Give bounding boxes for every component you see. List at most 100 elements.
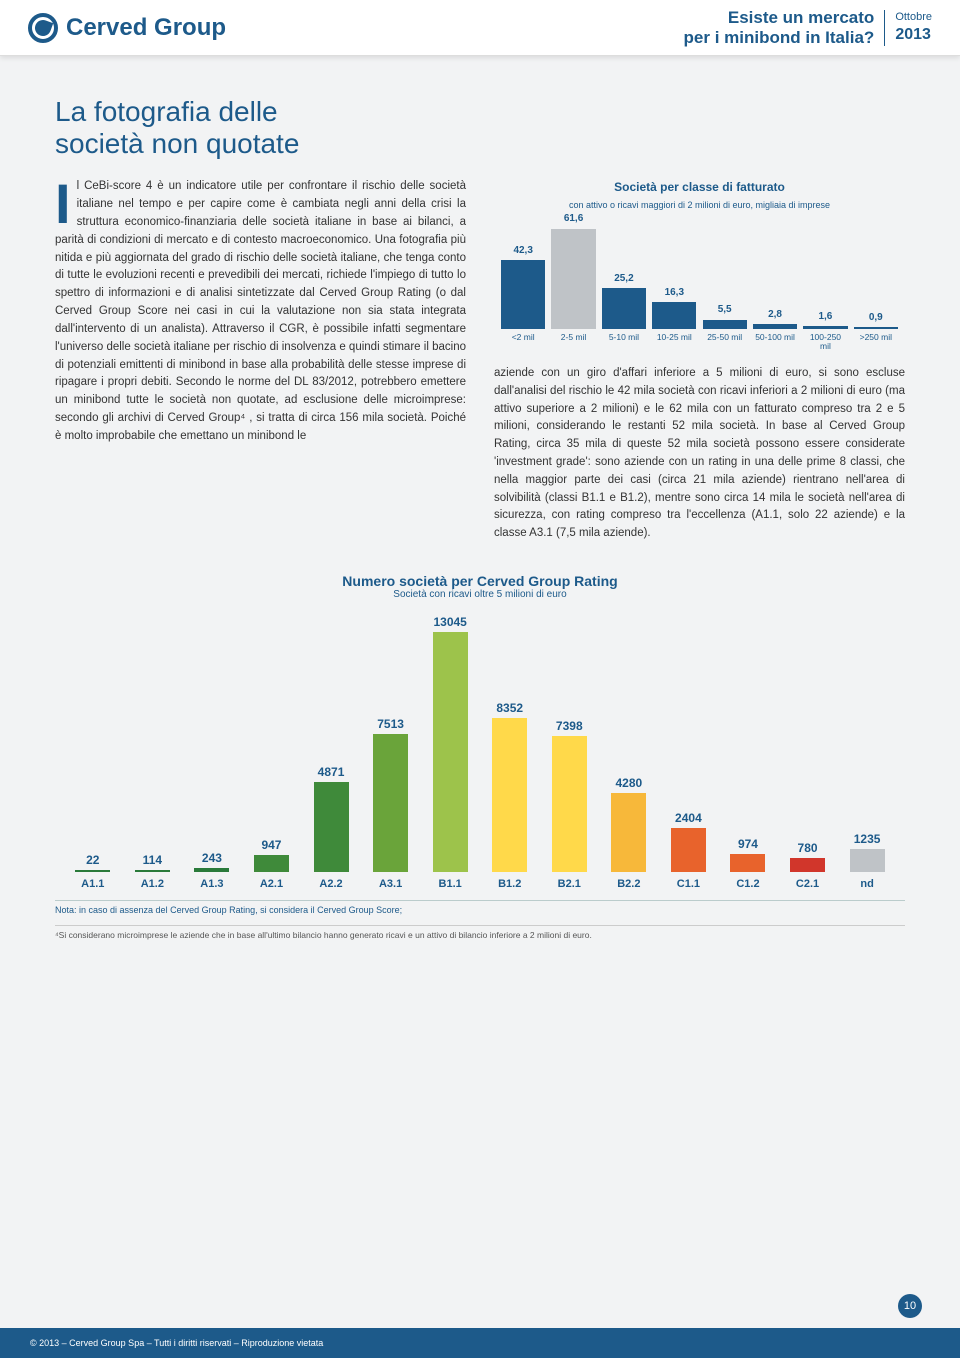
chart2-bar-label: nd <box>860 878 873 890</box>
chart1-container: Società per classe di fatturato con atti… <box>494 178 905 351</box>
chart2-bar-label: A2.2 <box>319 878 342 890</box>
chart2-bar-value: 243 <box>202 851 222 865</box>
chart1-bar-label: 50-100 mil <box>755 333 795 351</box>
chart1-bar: 0,9>250 mil <box>854 310 898 351</box>
chart2-bar-rect <box>611 793 646 872</box>
page-content: La fotografia delle società non quotate … <box>0 56 960 960</box>
chart2-footnote: Nota: in caso di assenza del Cerved Grou… <box>55 900 905 915</box>
chart2-bar-rect <box>850 849 885 872</box>
two-column-body: I l CeBi-score 4 è un indicatore utile p… <box>55 178 905 543</box>
chart2-bar-value: 4280 <box>615 776 642 790</box>
chart2-bar-label: A3.1 <box>379 878 402 890</box>
chart1-bar-rect <box>602 288 646 329</box>
chart2-bar-value: 4871 <box>318 765 345 779</box>
chart1-bar-value: 42,3 <box>513 243 532 259</box>
chart2-bar-rect <box>75 870 110 872</box>
chart2-bar-value: 8352 <box>496 701 523 715</box>
chart2-bar-value: 114 <box>143 853 162 867</box>
chart2-bar: 1235 nd <box>842 832 892 890</box>
chart1-bar-rect <box>501 260 545 329</box>
chart2-bar: 974 C1.2 <box>723 837 773 890</box>
logo-swirl-icon <box>28 13 58 43</box>
header-divider <box>884 10 885 46</box>
chart2-bar: 2404 C1.1 <box>663 811 713 890</box>
section-title-l2: società non quotate <box>55 128 299 159</box>
chart2-bar-label: B1.2 <box>498 878 521 890</box>
chart1-bar: 2,850-100 mil <box>753 307 797 351</box>
chart1-bars: 42,3<2 mil61,62-5 mil25,25-10 mil16,310-… <box>494 221 905 351</box>
chart1-bar: 5,5 25-50 mil <box>703 302 747 350</box>
chart2-bar-rect <box>790 858 825 872</box>
chart1-bar-value: 16,3 <box>665 285 684 301</box>
chart2-bar: 4871 A2.2 <box>306 765 356 890</box>
chart1-bar-rect <box>551 229 595 329</box>
chart1-bar-label: 2-5 mil <box>561 333 587 351</box>
chart2-bar: 4280 B2.2 <box>604 776 654 890</box>
chart2-bar-value: 780 <box>798 841 818 855</box>
header-title-line1: Esiste un mercato <box>684 8 875 28</box>
chart2-bar: 7513 A3.1 <box>366 717 416 890</box>
chart2-bar: 13045B1.1 <box>425 615 475 890</box>
chart2-bar-value: 974 <box>738 837 758 851</box>
chart1-bar-value: 61,6 <box>564 211 583 227</box>
chart2-bar-rect <box>433 632 468 872</box>
section-title: La fotografia delle società non quotate <box>55 96 905 160</box>
chart2-container: Numero società per Cerved Group Rating S… <box>55 573 905 915</box>
chart1-title: Società per classe di fatturato <box>494 178 905 197</box>
chart1-bar-label: 100-250 mil <box>803 333 847 351</box>
chart1-bar-label: 10-25 mil <box>657 333 692 351</box>
chart1-bar-label: 25-50 mil <box>707 333 742 351</box>
chart2-bar-label: B1.1 <box>439 878 462 890</box>
chart2-bar-label: A1.3 <box>200 878 223 890</box>
header-title-line2: per i minibond in Italia? <box>684 28 875 48</box>
chart1-bar-value: 5,5 <box>718 302 732 318</box>
chart2-bar-rect <box>135 870 170 872</box>
chart1-bar-label: >250 mil <box>860 333 892 351</box>
chart2-bar-rect <box>373 734 408 872</box>
header-title: Esiste un mercato per i minibond in Ital… <box>684 8 875 47</box>
chart2-bar-rect <box>314 782 349 872</box>
page-number-badge: 10 <box>898 1294 922 1318</box>
body-text-left: l CeBi-score 4 è un indicatore utile per… <box>55 180 466 441</box>
chart2-bar-rect <box>254 855 289 872</box>
chart2-subtitle: Società con ricavi oltre 5 milioni di eu… <box>55 589 905 600</box>
chart2-bar: 780C2.1 <box>783 841 833 890</box>
chart2-bar-label: A2.1 <box>260 878 283 890</box>
chart1-bar-value: 25,2 <box>614 271 633 287</box>
footer-copyright: © 2013 – Cerved Group Spa – Tutti i diri… <box>30 1338 323 1348</box>
chart1-bar: 1,6 100-250 mil <box>803 309 847 351</box>
chart2-bar-label: C1.1 <box>677 878 700 890</box>
chart1-bar: 25,2 5-10 mil <box>602 271 646 351</box>
header-month: Ottobre <box>895 11 932 24</box>
chart2-bar-value: 1235 <box>854 832 881 846</box>
chart1-bar-label: <2 mil <box>512 333 535 351</box>
chart2-bar-rect <box>194 868 229 872</box>
chart2-bar-label: B2.2 <box>617 878 640 890</box>
dropcap-letter: I <box>55 182 71 227</box>
header-year: 2013 <box>895 25 932 44</box>
chart2-bar-rect <box>730 854 765 872</box>
chart2-bars: 22A1.1114A1.2243A1.3947A2.14871A2.27513A… <box>55 610 905 890</box>
chart2-bar-value: 7513 <box>377 717 404 731</box>
chart1-bar-rect <box>753 324 797 329</box>
chart2-bar-rect <box>552 736 587 872</box>
column-left: I l CeBi-score 4 è un indicatore utile p… <box>55 178 466 543</box>
chart1-bar-label: 5-10 mil <box>609 333 639 351</box>
chart1-bar-value: 1,6 <box>818 309 832 325</box>
header-bar: Cerved Group Esiste un mercato per i min… <box>0 0 960 56</box>
chart1-bar-rect <box>703 320 747 329</box>
body-text-right: aziende con un giro d'affari inferiore a… <box>494 367 905 539</box>
chart1-bar-rect <box>803 326 847 329</box>
chart1-bar: 42,3 <2 mil <box>501 243 545 351</box>
chart2-bar: 947A2.1 <box>246 838 296 890</box>
chart1-bar: 16,3 10-25 mil <box>652 285 696 351</box>
chart2-bar-label: C1.2 <box>736 878 759 890</box>
logo: Cerved Group <box>28 13 226 43</box>
column-right: Società per classe di fatturato con atti… <box>494 178 905 543</box>
chart2-bar: 7398B2.1 <box>544 719 594 890</box>
chart2-bar-value: 7398 <box>556 719 583 733</box>
chart2-bar-value: 2404 <box>675 811 702 825</box>
chart1-bar-rect <box>652 302 696 328</box>
chart2-bar-label: A1.1 <box>81 878 104 890</box>
chart2-title: Numero società per Cerved Group Rating <box>55 573 905 589</box>
